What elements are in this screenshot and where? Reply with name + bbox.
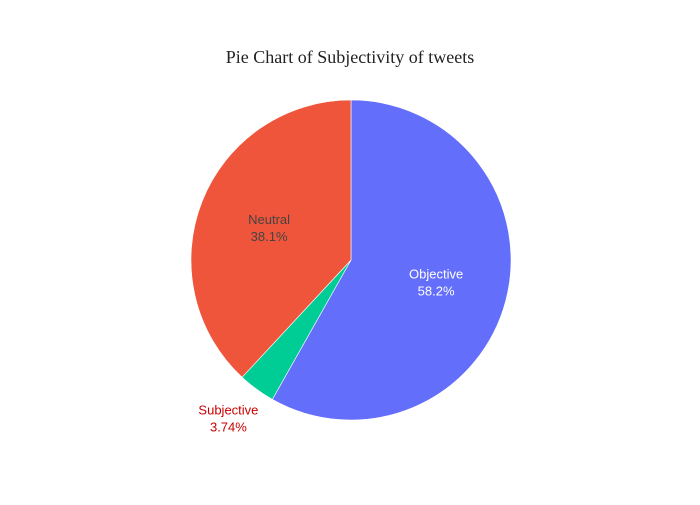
slice-label-percent: 3.74% <box>210 420 247 435</box>
slice-label-name: Objective <box>409 266 463 281</box>
chart-title: Pie Chart of Subjectivity of tweets <box>226 47 474 67</box>
slice-label-objective: Objective 58.2% <box>409 266 463 298</box>
slice-label-percent: 58.2% <box>418 283 455 298</box>
slice-label-percent: 38.1% <box>251 229 288 244</box>
slice-label-neutral: Neutral 38.1% <box>248 212 290 244</box>
slice-label-name: Neutral <box>248 212 290 227</box>
pie-labels: Objective 58.2% Subjective 3.74% Neutral 38.1… <box>198 212 463 435</box>
slice-label-subjective: Subjective 3.74% <box>198 403 258 435</box>
pie-slice-objective[interactable] <box>271 99 512 421</box>
slice-label-name: Subjective <box>198 403 258 418</box>
pie-slice-neutral[interactable] <box>190 99 352 378</box>
pie-slices <box>190 99 512 421</box>
